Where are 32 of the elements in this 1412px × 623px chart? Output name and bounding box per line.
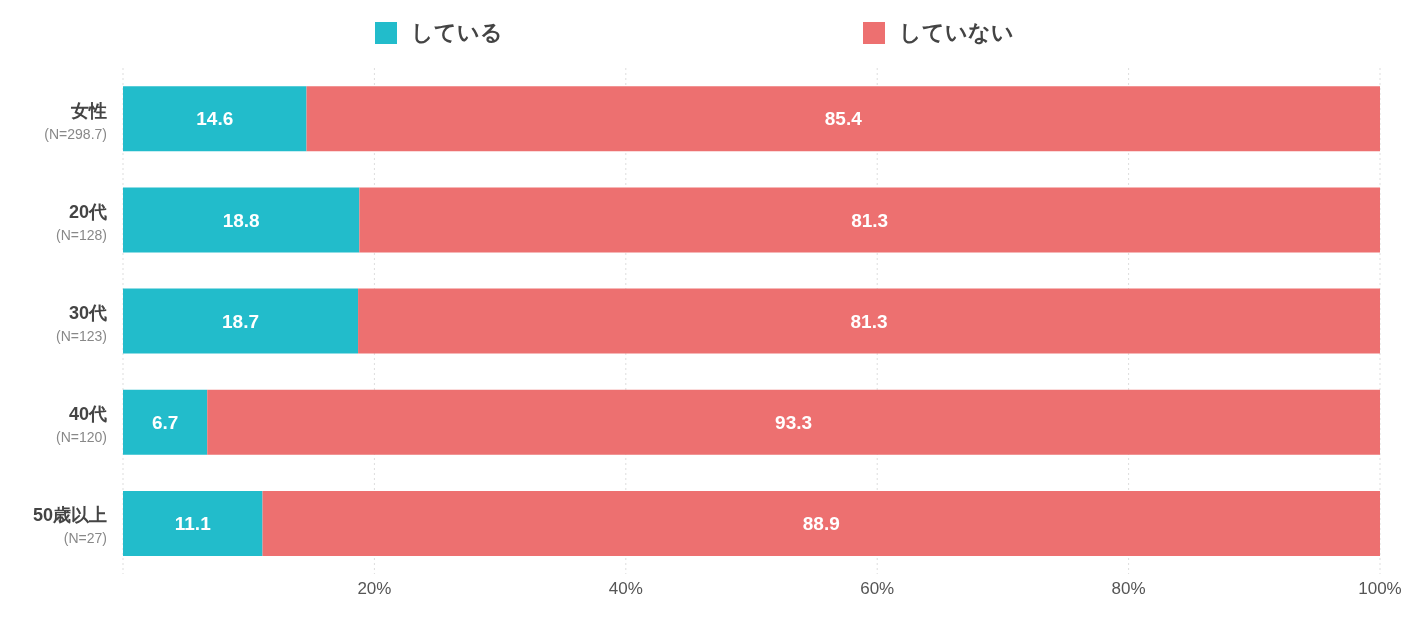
data-label: 85.4 — [824, 108, 863, 130]
data-label: 93.3 — [775, 412, 813, 434]
data-label: 81.3 — [851, 209, 889, 231]
bar — [123, 86, 307, 152]
bar — [123, 491, 263, 557]
data-label: 6.7 — [151, 412, 179, 434]
bar — [262, 491, 1380, 557]
y-tick-label: 50歳以上 (N=27) — [32, 505, 107, 547]
data-label: 11.1 — [174, 513, 212, 535]
x-tick-label: 100% — [1358, 579, 1402, 599]
x-tick-label: 80% — [1111, 579, 1146, 599]
y-tick-label: 女性 (N=298.7) — [44, 100, 107, 142]
x-tick-label: 20% — [357, 579, 392, 599]
data-label: 18.7 — [222, 310, 260, 332]
data-label: 18.8 — [222, 209, 260, 231]
data-label: 88.9 — [802, 513, 840, 535]
data-label: 81.3 — [850, 310, 888, 332]
bar — [358, 288, 1380, 354]
y-tick-label: 30代 (N=123) — [56, 303, 107, 344]
bar — [123, 187, 360, 253]
x-tick-label: 60% — [860, 579, 895, 599]
data-label: 14.6 — [196, 108, 234, 130]
bar — [207, 389, 1380, 455]
bar — [123, 389, 208, 455]
y-tick-label: 40代 (N=120) — [56, 404, 107, 446]
bar — [123, 288, 359, 354]
x-tick-label: 40% — [608, 579, 643, 599]
legend-label: している — [410, 19, 503, 47]
legend-label: していない — [898, 19, 1014, 47]
y-tick-label: 20代 (N=128) — [56, 201, 107, 243]
bar — [306, 86, 1380, 152]
bar — [359, 187, 1380, 253]
